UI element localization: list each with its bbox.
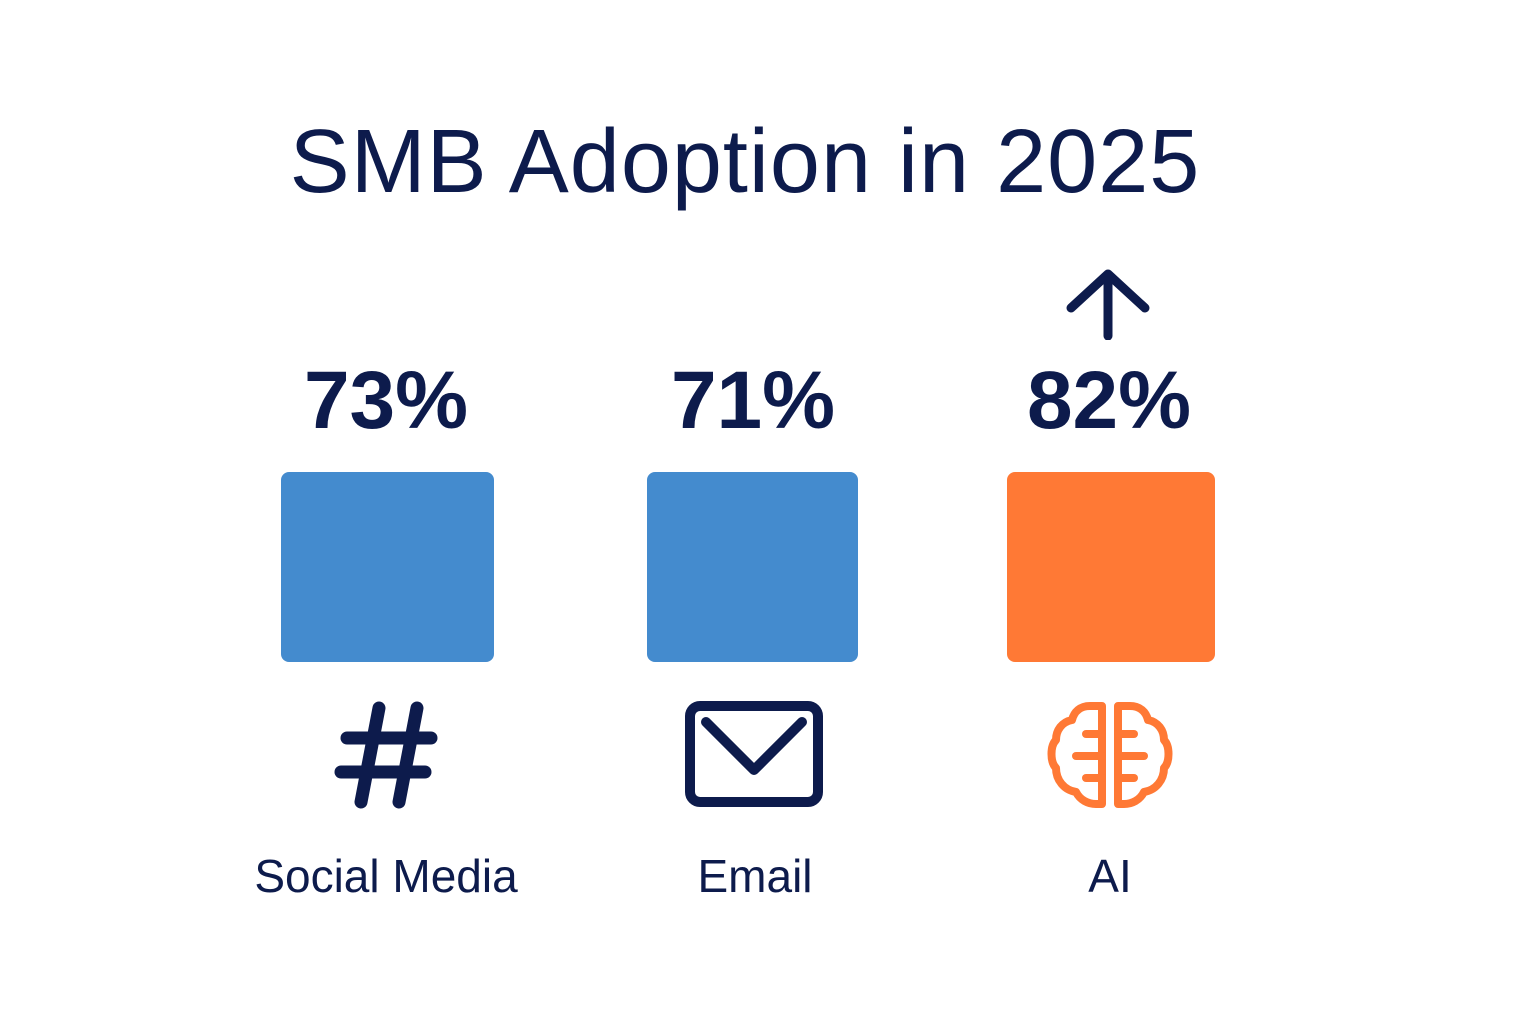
category-label-email: Email [697,850,813,902]
value-label-email: 71% [670,355,836,446]
bar-social-media [281,472,494,662]
bar-email [647,472,858,662]
envelope-icon [685,701,823,807]
hashtag-icon [334,701,438,809]
value-label-ai: 82% [1026,355,1192,446]
category-label-ai: AI [1088,850,1132,902]
value-label-social-media: 73% [303,355,469,446]
brain-icon [1047,702,1173,808]
category-label-social-media: Social Media [254,850,518,902]
up-arrow-icon [1066,269,1150,340]
chart-title: SMB Adoption in 2025 [289,112,1201,212]
bar-ai [1007,472,1215,662]
